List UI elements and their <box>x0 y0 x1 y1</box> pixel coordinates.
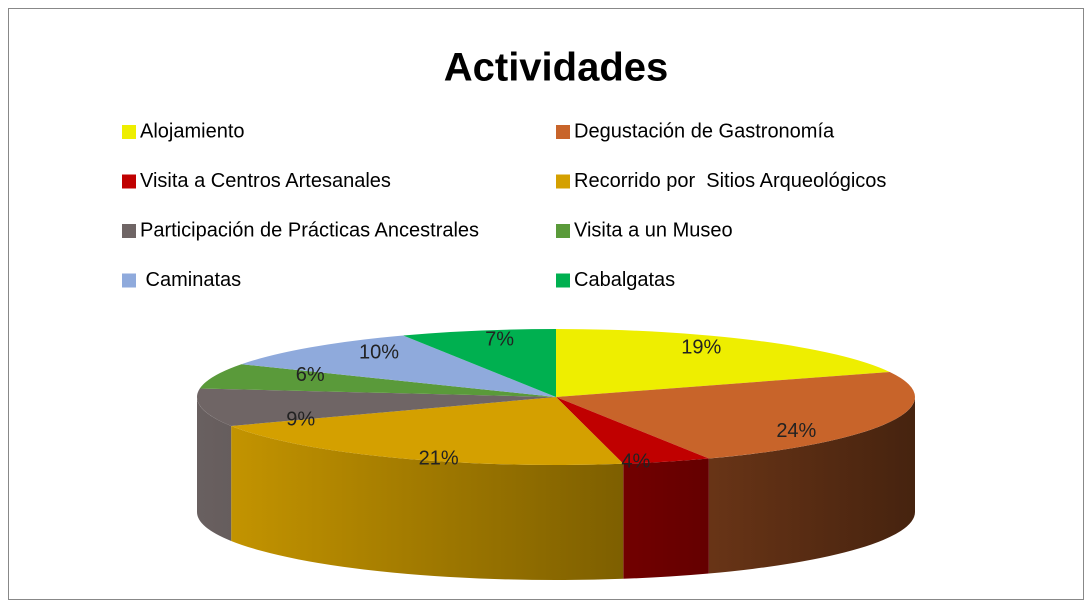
legend-swatch <box>556 273 570 288</box>
data-label: 24% <box>776 420 816 442</box>
data-label: 9% <box>286 409 315 431</box>
legend-swatch <box>122 174 136 189</box>
legend-swatch <box>556 174 570 189</box>
data-label: 10% <box>359 342 399 364</box>
legend-swatch <box>556 125 570 139</box>
legend-label: Visita a un Museo <box>574 219 733 241</box>
pie-slice <box>556 371 915 459</box>
data-label: 21% <box>419 448 459 470</box>
data-label: 7% <box>485 329 514 351</box>
pie-slice <box>556 397 709 464</box>
legend-label: Alojamiento <box>140 120 245 142</box>
legend-label: Visita a Centros Artesanales <box>140 170 391 192</box>
pie-side <box>197 397 232 541</box>
legend-label: Cabalgatas <box>574 269 675 291</box>
legend-swatch <box>122 224 136 238</box>
legend-swatch <box>122 125 136 139</box>
pie-slice <box>199 364 557 397</box>
data-label: 19% <box>681 336 721 358</box>
chart-title: Actividades <box>444 46 669 90</box>
pie-slice <box>556 329 890 397</box>
legend-label: Caminatas <box>140 269 241 291</box>
data-label: 6% <box>296 364 325 386</box>
pie-slice <box>231 397 624 465</box>
pie-slice <box>196 388 556 426</box>
pie-side <box>708 397 915 574</box>
legend-label: Degustación de Gastronomía <box>574 120 835 142</box>
pie-side <box>623 458 709 579</box>
legend-label: Recorrido por Sitios Arqueológicos <box>574 170 886 192</box>
data-label: 4% <box>621 451 650 473</box>
legend-label: Participación de Prácticas Ancestrales <box>140 219 479 241</box>
pie-slice <box>241 335 557 397</box>
legend-swatch <box>556 224 570 238</box>
pie-side <box>231 425 624 580</box>
legend-swatch <box>122 273 136 288</box>
pie-slice <box>403 329 556 397</box>
